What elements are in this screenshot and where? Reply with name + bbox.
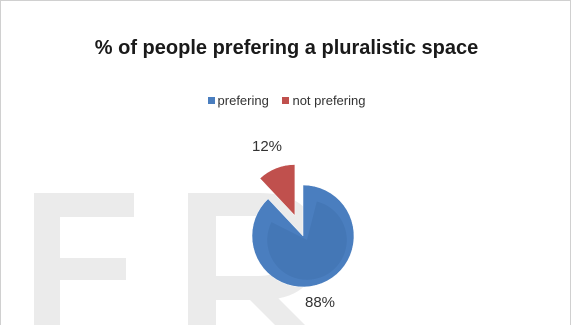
pie-slice-prefering — [251, 184, 355, 288]
legend: prefering not prefering — [0, 92, 573, 108]
data-label-prefering: 88% — [305, 294, 336, 311]
legend-swatch-not-prefering — [282, 97, 290, 104]
pie-slice-not-prefering — [259, 164, 296, 217]
legend-item-prefering: prefering — [207, 93, 269, 108]
pie-slice-shading — [267, 201, 347, 280]
legend-item-not-prefering: not prefering — [282, 93, 365, 108]
data-label-not-prefering: 12% — [252, 138, 283, 155]
legend-swatch-prefering — [207, 97, 215, 104]
chart-title: % of people prefering a pluralistic spac… — [94, 37, 479, 59]
legend-label-prefering: prefering — [217, 93, 269, 108]
legend-label-not-prefering: not prefering — [292, 93, 366, 108]
